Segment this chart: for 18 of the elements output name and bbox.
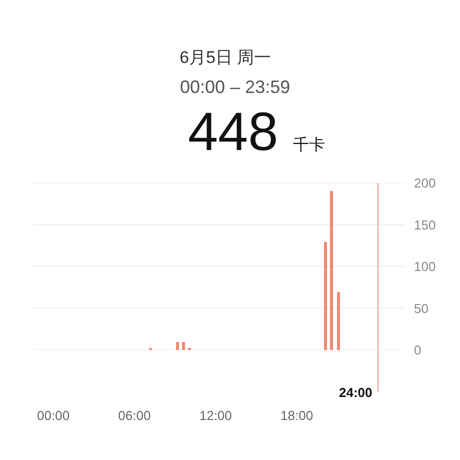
y-tick-label: 0 (414, 342, 422, 358)
bar (182, 342, 185, 350)
bar (176, 342, 179, 350)
bar (330, 191, 333, 350)
y-tick-label: 50 (414, 300, 428, 316)
x-tick-label: 00:00 (37, 408, 70, 423)
text: 448 千卡 (188, 102, 326, 162)
y-tick-label: 150 (414, 217, 436, 232)
chart-subtitle: 00:00 – 23:59 (180, 77, 290, 97)
y-tick-label: 200 (414, 176, 436, 191)
x-tick-label: 12:00 (199, 408, 232, 423)
bar (324, 242, 327, 350)
ref-line-label: 24:00 (339, 385, 372, 400)
bar (337, 292, 340, 350)
chart-title: 6月5日 周一 (180, 48, 272, 67)
x-tick-label: 06:00 (118, 408, 151, 423)
y-tick-label: 100 (414, 259, 436, 274)
x-tick-label: 18:00 (280, 408, 314, 423)
